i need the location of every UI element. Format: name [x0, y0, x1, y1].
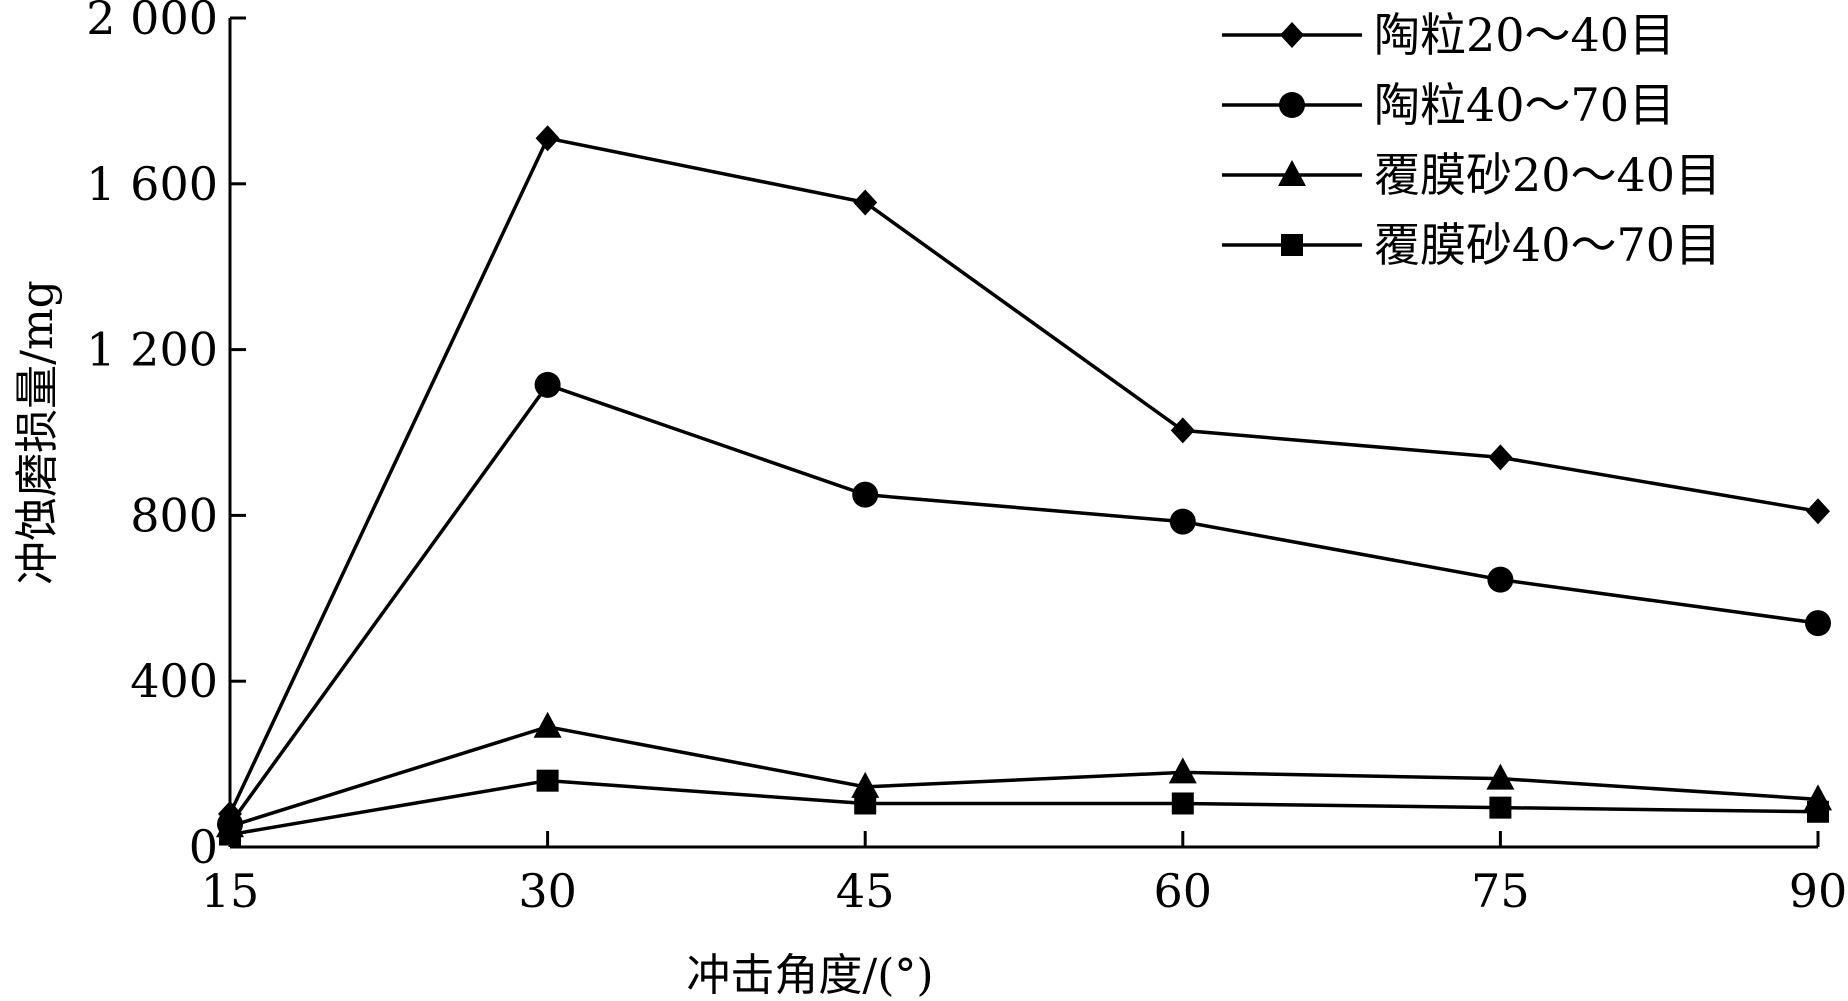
- series-3: [216, 711, 1832, 838]
- legend-marker: [1280, 22, 1304, 48]
- x-tick-label: 45: [836, 864, 895, 918]
- legend-item: 覆膜砂20～40目: [1222, 148, 1721, 202]
- data-point: [533, 711, 562, 738]
- y-tick-label: 1 600: [86, 157, 218, 211]
- legend-item: 覆膜砂40～70目: [1222, 218, 1721, 272]
- data-point: [1488, 444, 1513, 471]
- series-line: [229, 724, 1819, 828]
- data-point: [534, 371, 561, 398]
- series-line: [228, 382, 1819, 826]
- series-4: [219, 769, 1829, 846]
- series-2: [217, 371, 1831, 838]
- data-point: [219, 823, 241, 846]
- data-point: [1487, 566, 1514, 593]
- x-tick-label: 90: [1789, 864, 1848, 918]
- series-line: [229, 778, 1819, 837]
- y-tick-label: 400: [130, 654, 218, 708]
- data-point: [1489, 796, 1512, 819]
- x-tick-label: 60: [1154, 864, 1213, 918]
- y-axis-ticks: 0 400 800 1 200 1 600 2 000: [86, 0, 246, 874]
- legend-marker: [1279, 92, 1305, 118]
- data-point: [1170, 417, 1195, 444]
- data-point: [1807, 800, 1829, 823]
- series-line: [228, 136, 1819, 815]
- data-point: [1168, 757, 1197, 784]
- legend-label: 覆膜砂40～70目: [1374, 218, 1721, 272]
- legend-item: 陶粒20～40目: [1222, 8, 1675, 62]
- data-point: [851, 771, 880, 798]
- series-layer: [216, 125, 1832, 846]
- x-tick-label: 75: [1471, 864, 1530, 918]
- data-point: [852, 481, 879, 508]
- x-axis-title: 冲击角度/(°): [686, 950, 933, 1001]
- y-tick-label: 2 000: [86, 0, 218, 45]
- y-axis-title: 冲蚀磨损量/mg: [12, 280, 63, 585]
- data-point: [1805, 610, 1831, 637]
- data-point: [1486, 763, 1515, 790]
- legend-label: 覆膜砂20～40目: [1374, 148, 1721, 202]
- x-tick-label: 15: [201, 864, 260, 918]
- data-point: [535, 125, 560, 152]
- legend-marker: [1281, 234, 1303, 256]
- legend-label: 陶粒20～40目: [1374, 8, 1675, 62]
- data-point: [853, 189, 878, 216]
- data-point: [536, 769, 559, 792]
- legend-marker: [1278, 160, 1306, 186]
- data-point: [1169, 508, 1196, 535]
- x-axis-ticks: 15 30 45 60 75 90: [201, 831, 1848, 918]
- x-tick-label: 30: [518, 864, 577, 918]
- y-tick-label: 800: [130, 488, 218, 542]
- data-point: [1171, 792, 1194, 815]
- legend-item: 陶粒40～70目: [1222, 78, 1675, 132]
- data-point: [1806, 498, 1830, 525]
- y-tick-label: 0: [189, 820, 218, 874]
- axes: [228, 18, 1818, 849]
- legend-label: 陶粒40～70目: [1374, 78, 1675, 132]
- y-tick-label: 1 200: [86, 323, 218, 377]
- data-point: [854, 792, 877, 815]
